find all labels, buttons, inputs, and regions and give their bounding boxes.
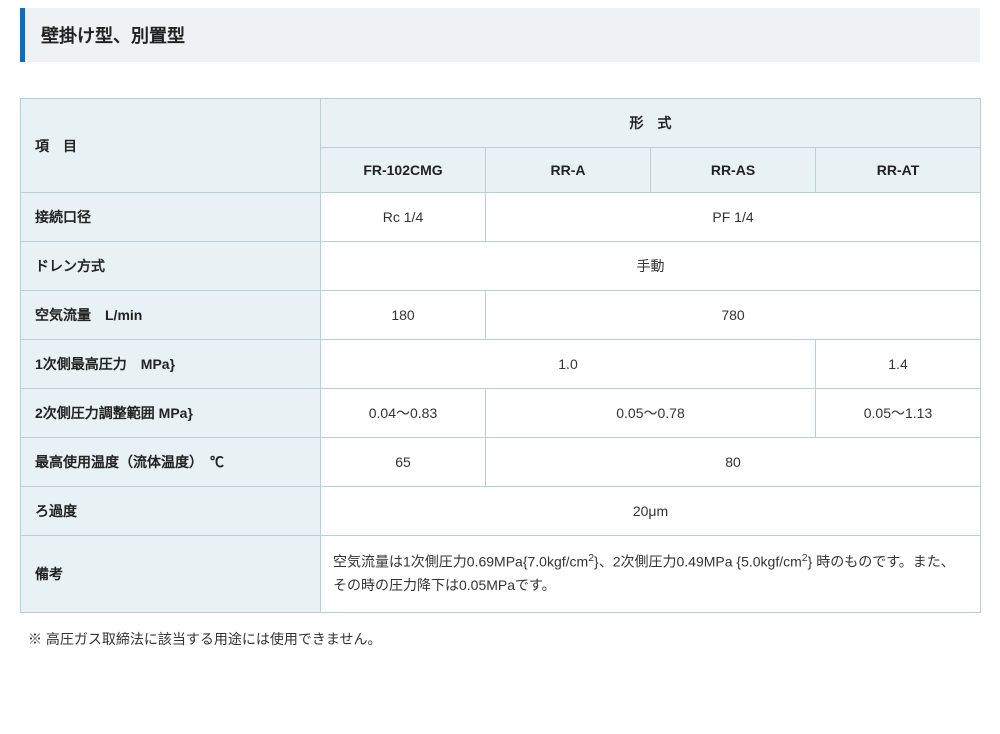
row-p1: 1次側最高圧力 MPa} 1.0 1.4	[21, 340, 981, 389]
row-temp: 最高使用温度（流体温度） ℃ 65 80	[21, 438, 981, 487]
row-label: 備考	[21, 536, 321, 613]
cell: 手動	[321, 242, 981, 291]
row-filt: ろ過度 20μm	[21, 487, 981, 536]
models-header: 形 式	[321, 99, 981, 148]
cell: 0.05～0.78	[486, 389, 816, 438]
row-label: ろ過度	[21, 487, 321, 536]
row-flow: 空気流量 L/min 180 780	[21, 291, 981, 340]
cell: 20μm	[321, 487, 981, 536]
cell: 180	[321, 291, 486, 340]
note-cell: 空気流量は1次側圧力0.69MPa{7.0kgf/cm2}、2次側圧力0.49M…	[321, 536, 981, 613]
row-label: 接続口径	[21, 193, 321, 242]
note-text-2: }、2次側圧力0.49MPa {5.0kgf/cm	[594, 554, 802, 570]
cell: 1.4	[816, 340, 981, 389]
cell: 65	[321, 438, 486, 487]
row-label: 2次側圧力調整範囲 MPa}	[21, 389, 321, 438]
row-label: 1次側最高圧力 MPa}	[21, 340, 321, 389]
row-note: 備考 空気流量は1次側圧力0.69MPa{7.0kgf/cm2}、2次側圧力0.…	[21, 536, 981, 613]
cell: 0.05～1.13	[816, 389, 981, 438]
row-label: 空気流量 L/min	[21, 291, 321, 340]
cell: Rc 1/4	[321, 193, 486, 242]
footnote: ※ 高圧ガス取締法に該当する用途には使用できません。	[28, 629, 980, 649]
row-label: 最高使用温度（流体温度） ℃	[21, 438, 321, 487]
row-label: ドレン方式	[21, 242, 321, 291]
model-col-3: RR-AS	[651, 148, 816, 193]
row-port: 接続口径 Rc 1/4 PF 1/4	[21, 193, 981, 242]
spec-table: 項 目 形 式 FR-102CMG RR-A RR-AS RR-AT 接続口径 …	[20, 98, 981, 613]
row-p2: 2次側圧力調整範囲 MPa} 0.04～0.83 0.05～0.78 0.05～…	[21, 389, 981, 438]
header-row-1: 項 目 形 式	[21, 99, 981, 148]
cell: 1.0	[321, 340, 816, 389]
cell: 80	[486, 438, 981, 487]
model-col-4: RR-AT	[816, 148, 981, 193]
model-col-1: FR-102CMG	[321, 148, 486, 193]
note-text-1: 空気流量は1次側圧力0.69MPa{7.0kgf/cm	[333, 554, 588, 570]
cell: 0.04～0.83	[321, 389, 486, 438]
item-header: 項 目	[21, 99, 321, 193]
row-drain: ドレン方式 手動	[21, 242, 981, 291]
model-col-2: RR-A	[486, 148, 651, 193]
section-title: 壁掛け型、別置型	[20, 8, 980, 62]
cell: PF 1/4	[486, 193, 981, 242]
cell: 780	[486, 291, 981, 340]
